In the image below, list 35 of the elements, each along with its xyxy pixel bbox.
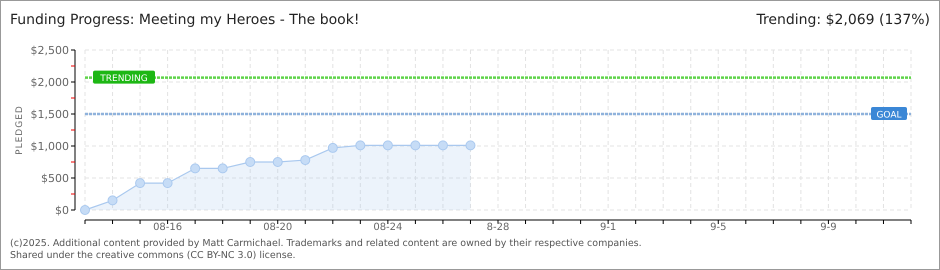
- y-tick-label: $1,000: [30, 140, 69, 153]
- y-tick-label: $500: [41, 172, 69, 185]
- point: [245, 157, 256, 167]
- point: [355, 140, 366, 150]
- point: [272, 157, 283, 167]
- y-tick-label: $2,500: [30, 44, 69, 57]
- ref-line-label: TRENDING: [99, 74, 148, 84]
- point: [328, 142, 338, 153]
- chart-title: Funding Progress: Meeting my Heroes - The book!: [10, 12, 360, 28]
- point: [108, 195, 118, 206]
- x-tick-label: 08-16: [153, 222, 182, 233]
- point: [190, 163, 200, 174]
- y-tick-label: $1,500: [30, 108, 69, 121]
- point: [80, 205, 90, 215]
- y-axis-title: PLEDGED: [15, 105, 25, 155]
- x-tick-label: 9-9: [820, 222, 837, 233]
- x-tick-label: 08-20: [263, 222, 292, 233]
- chart-subtitle: Trending: $2,069 (137%): [755, 12, 930, 28]
- point: [465, 140, 476, 150]
- x-tick-label: 8-28: [486, 222, 510, 233]
- point: [300, 155, 310, 166]
- point: [162, 178, 173, 188]
- x-tick-label: 9-1: [600, 222, 616, 233]
- x-tick-label: 9-5: [710, 222, 726, 233]
- y-tick-label: $0: [55, 204, 69, 217]
- ref-line-label: GOAL: [876, 110, 902, 120]
- text: Shared under the creative commons (CC BY-NC 3.0) license.: [10, 250, 296, 261]
- point: [382, 140, 393, 150]
- point: [135, 178, 146, 188]
- point: [438, 140, 448, 150]
- point: [218, 163, 228, 174]
- text: (c)2025. Additional content provided by Matt Carmichael. Trademarks and related content are owned by their respective companies.: [10, 238, 642, 249]
- x-tick-label: 08-24: [373, 222, 402, 233]
- y-tick-label: $2,000: [30, 76, 69, 89]
- point: [410, 140, 420, 150]
